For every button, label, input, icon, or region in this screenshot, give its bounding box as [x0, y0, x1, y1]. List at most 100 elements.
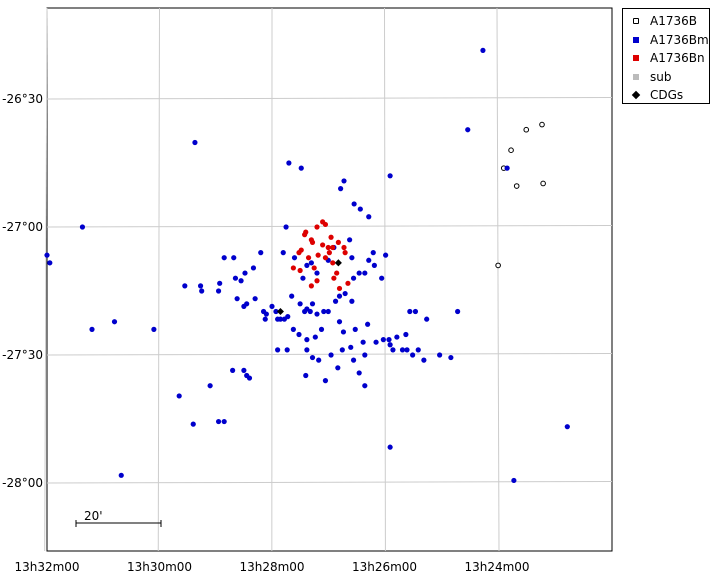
legend-entry: A1736Bm — [623, 31, 709, 50]
x-tick-label: 13h26m00 — [352, 560, 417, 574]
scale-bar-label: 20' — [84, 509, 103, 523]
point-a1736bm — [386, 337, 392, 343]
point-a1736bm — [151, 326, 157, 332]
point-a1736bm — [215, 288, 222, 294]
point-a1736bm — [387, 342, 393, 348]
point-a1736bm — [244, 301, 250, 307]
point-a1736bm — [231, 255, 237, 261]
point-a1736bn — [331, 275, 337, 281]
point-a1736bm — [242, 270, 248, 276]
point-a1736bm — [44, 252, 50, 258]
point-a1736bm — [89, 326, 95, 332]
point-a1736b — [495, 262, 501, 269]
point-a1736bm — [437, 352, 443, 358]
point-a1736bm — [318, 326, 325, 332]
point-a1736bm — [241, 367, 247, 373]
legend-marker — [633, 73, 639, 80]
point-a1736bm — [404, 347, 410, 353]
plot-frame — [46, 7, 613, 552]
point-a1736bm — [325, 308, 331, 315]
point-a1736bm — [322, 378, 329, 384]
point-a1736bn — [315, 252, 321, 258]
point-a1736bm — [342, 290, 348, 297]
legend-marker — [633, 18, 639, 24]
point-a1736bn — [336, 285, 343, 292]
point-a1736bm — [332, 298, 339, 304]
y-tick-label: -28°00 — [2, 476, 43, 490]
point-a1736bm — [357, 206, 363, 212]
x-tick-label: 13h30m00 — [127, 560, 192, 574]
legend-marker — [633, 55, 639, 61]
point-a1736bm — [336, 319, 343, 325]
point-a1736bm — [273, 308, 279, 315]
y-tick-label: -27°00 — [2, 220, 43, 234]
point-a1736bm — [504, 165, 510, 171]
legend-entry: A1736B — [623, 12, 709, 31]
point-a1736bn — [322, 255, 329, 261]
point-a1736bm — [297, 301, 303, 307]
point-a1736bm — [511, 477, 517, 484]
point-a1736bm — [304, 262, 310, 268]
point-a1736bm — [79, 224, 86, 230]
point-a1736bm — [190, 421, 196, 427]
point-a1736bn — [308, 237, 314, 243]
point-a1736bm — [269, 303, 275, 309]
point-a1736bm — [387, 173, 393, 179]
point-a1736bn — [341, 244, 347, 251]
x-tick-label: 13h28m00 — [239, 560, 304, 574]
point-a1736bn — [345, 280, 351, 286]
legend-label: sub — [650, 69, 672, 84]
point-a1736bm — [262, 316, 268, 322]
point-a1736bm — [348, 344, 354, 350]
point-a1736bm — [303, 372, 309, 379]
point-a1736bm — [316, 357, 322, 363]
point-a1736bm — [207, 383, 213, 389]
point-a1736bm — [277, 316, 284, 322]
point-a1736bm — [370, 250, 376, 256]
point-a1736bm — [300, 275, 306, 281]
point-a1736bm — [480, 47, 486, 53]
point-a1736bm — [465, 127, 471, 133]
point-a1736bm — [421, 357, 427, 363]
point-a1736bm — [308, 260, 314, 266]
point-a1736bn — [325, 244, 331, 251]
point-a1736bn — [302, 232, 308, 238]
ra-gridline — [44, 7, 48, 552]
legend-entry: sub — [623, 68, 709, 87]
x-tick-label: 13h24m00 — [464, 560, 529, 574]
point-a1736bm — [335, 365, 341, 371]
point-a1736bm — [321, 308, 327, 315]
legend-label: A1736Bm — [650, 32, 709, 47]
dec-gridline — [46, 97, 613, 100]
point-a1736bm — [230, 367, 236, 373]
point-a1736bm — [286, 160, 292, 166]
point-a1736bm — [356, 370, 362, 376]
point-a1736bm — [283, 224, 289, 230]
point-a1736bm — [338, 186, 344, 192]
point-a1736bm — [350, 357, 357, 363]
point-a1736bm — [351, 201, 357, 207]
point-a1736bm — [387, 444, 393, 450]
point-a1736bn — [342, 250, 348, 256]
point-a1736bm — [176, 393, 182, 399]
point-a1736bm — [291, 255, 298, 261]
point-a1736bm — [340, 329, 347, 335]
point-a1736bm — [182, 283, 188, 289]
point-a1736bn — [290, 265, 296, 271]
point-a1736bm — [399, 347, 406, 353]
point-a1736bm — [360, 339, 366, 345]
point-a1736bm — [362, 270, 368, 276]
point-a1736bm — [258, 250, 264, 256]
point-a1736bm — [448, 354, 454, 361]
point-a1736bn — [326, 250, 332, 256]
point-a1736bm — [564, 424, 570, 430]
point-a1736b — [513, 183, 520, 189]
point-a1736bm — [336, 293, 343, 299]
point-a1736bn — [314, 278, 320, 284]
point-a1736bm — [362, 383, 368, 389]
point-cdg — [334, 259, 342, 267]
legend-entry: CDGs — [623, 86, 709, 105]
point-a1736bn — [334, 270, 340, 276]
point-a1736bn — [330, 260, 336, 266]
dec-gridline — [46, 225, 613, 228]
